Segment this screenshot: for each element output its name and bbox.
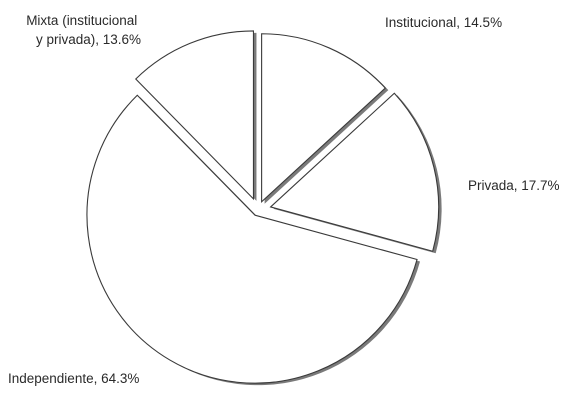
slice-independiente <box>86 94 418 384</box>
slices <box>86 30 440 384</box>
label-mixta-line-2: y privada), 13.6% <box>36 32 141 47</box>
slice-mixta-institucional-y-privada <box>134 30 255 201</box>
label-institucional: Institucional, 14.5% <box>385 15 502 30</box>
label-privada: Privada, 17.7% <box>468 178 560 193</box>
label-mixta-line-1: Mixta (institucional <box>26 13 137 28</box>
label-independiente: Independiente, 64.3% <box>8 371 139 386</box>
slice-privada <box>269 92 440 252</box>
slice-institucional <box>261 33 387 204</box>
label-mixta: Mixta (institucional y privada), 13.6% <box>26 13 141 47</box>
